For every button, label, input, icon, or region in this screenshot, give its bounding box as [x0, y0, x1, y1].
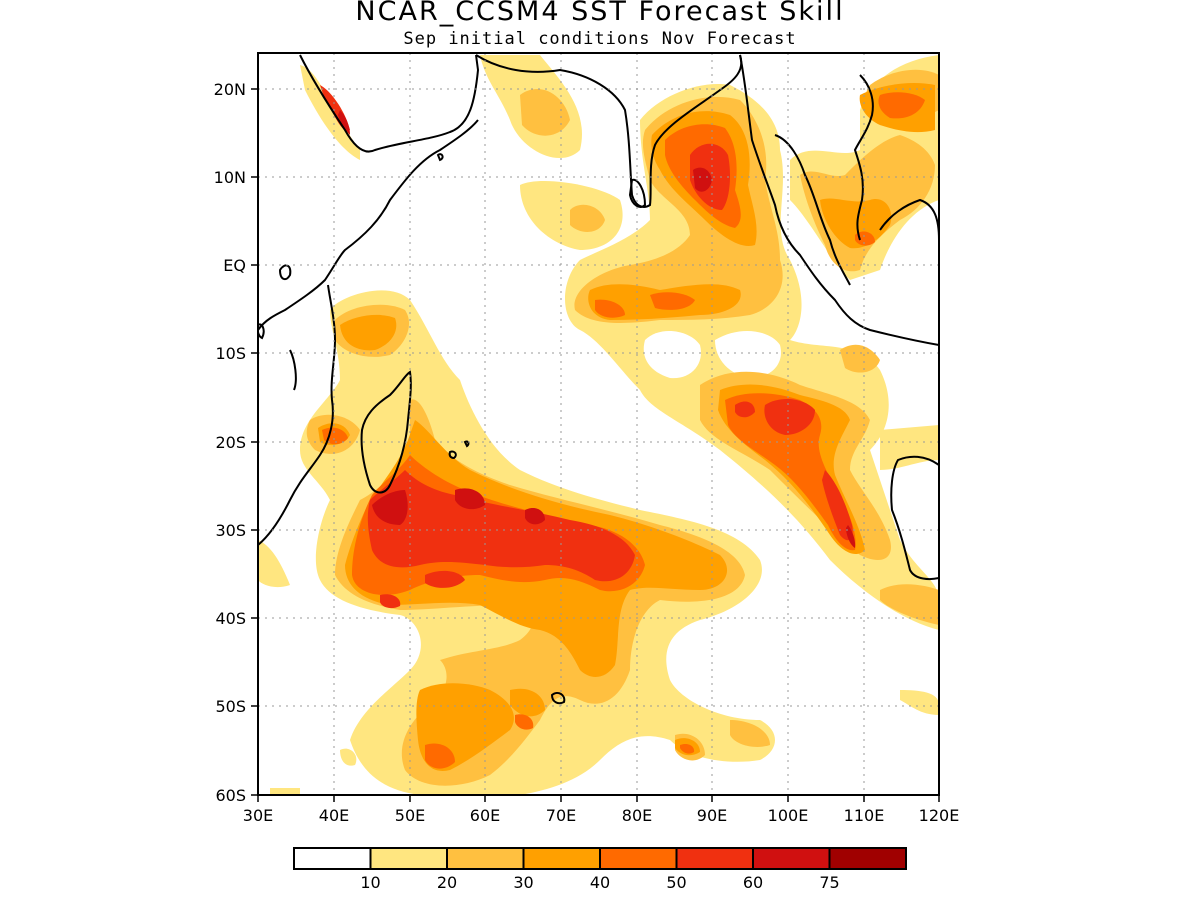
x-tick-label: 50E [395, 806, 425, 825]
colorbar-swatch [752, 847, 831, 870]
colorbar-swatch [446, 847, 525, 870]
y-tick-label: 60S [215, 786, 246, 805]
y-tick-label: 50S [215, 697, 246, 716]
colorbar-swatch [675, 847, 754, 870]
skill-level-50 [320, 85, 853, 609]
colorbar: 10 20 30 40 50 60 75 [293, 847, 907, 892]
colorbar-swatch [599, 847, 678, 870]
colorbar-label: 75 [819, 873, 839, 892]
colorbar-label: 30 [513, 873, 533, 892]
x-tick-label: 110E [844, 806, 885, 825]
y-tick-labels: 20N 10N EQ 10S 20S 30S 40S 50S 60S [214, 80, 246, 805]
skill-field [258, 55, 939, 795]
skill-level-60 [338, 110, 856, 548]
colorbar-label: 10 [360, 873, 380, 892]
colorbar-swatch [293, 847, 372, 870]
map-title: NCAR_CCSM4 SST Forecast Skill [355, 0, 845, 27]
x-tick-label: 30E [243, 806, 273, 825]
x-tick-label: 40E [319, 806, 349, 825]
x-tick-labels: 30E 40E 50E 60E 70E 80E 90E 100E 110E 12… [243, 806, 960, 825]
y-tick-label: 10S [215, 344, 246, 363]
x-tick-label: 100E [768, 806, 809, 825]
y-tick-label: 30S [215, 521, 246, 540]
y-tick-label: 20S [215, 433, 246, 452]
x-tick-label: 70E [546, 806, 576, 825]
grid-lines [258, 53, 939, 795]
colorbar-label: 20 [437, 873, 457, 892]
x-tick-label: 60E [470, 806, 500, 825]
colorbar-label: 60 [743, 873, 763, 892]
y-tick-label: 40S [215, 609, 246, 628]
y-tick-label: EQ [223, 256, 246, 275]
colorbar-swatch [369, 847, 448, 870]
x-tick-label: 90E [697, 806, 727, 825]
map-frame [257, 52, 940, 796]
y-tick-label: 20N [214, 80, 246, 99]
colorbar-swatch [828, 847, 907, 870]
colorbar-label: 50 [666, 873, 686, 892]
tick-marks [251, 88, 940, 802]
map-subtitle: Sep initial conditions Nov Forecast [403, 29, 797, 49]
colorbar-label: 40 [590, 873, 610, 892]
colorbar-swatch [522, 847, 601, 870]
y-tick-label: 10N [214, 168, 246, 187]
coastlines [258, 54, 939, 705]
x-tick-label: 80E [622, 806, 652, 825]
x-tick-label: 120E [919, 806, 960, 825]
